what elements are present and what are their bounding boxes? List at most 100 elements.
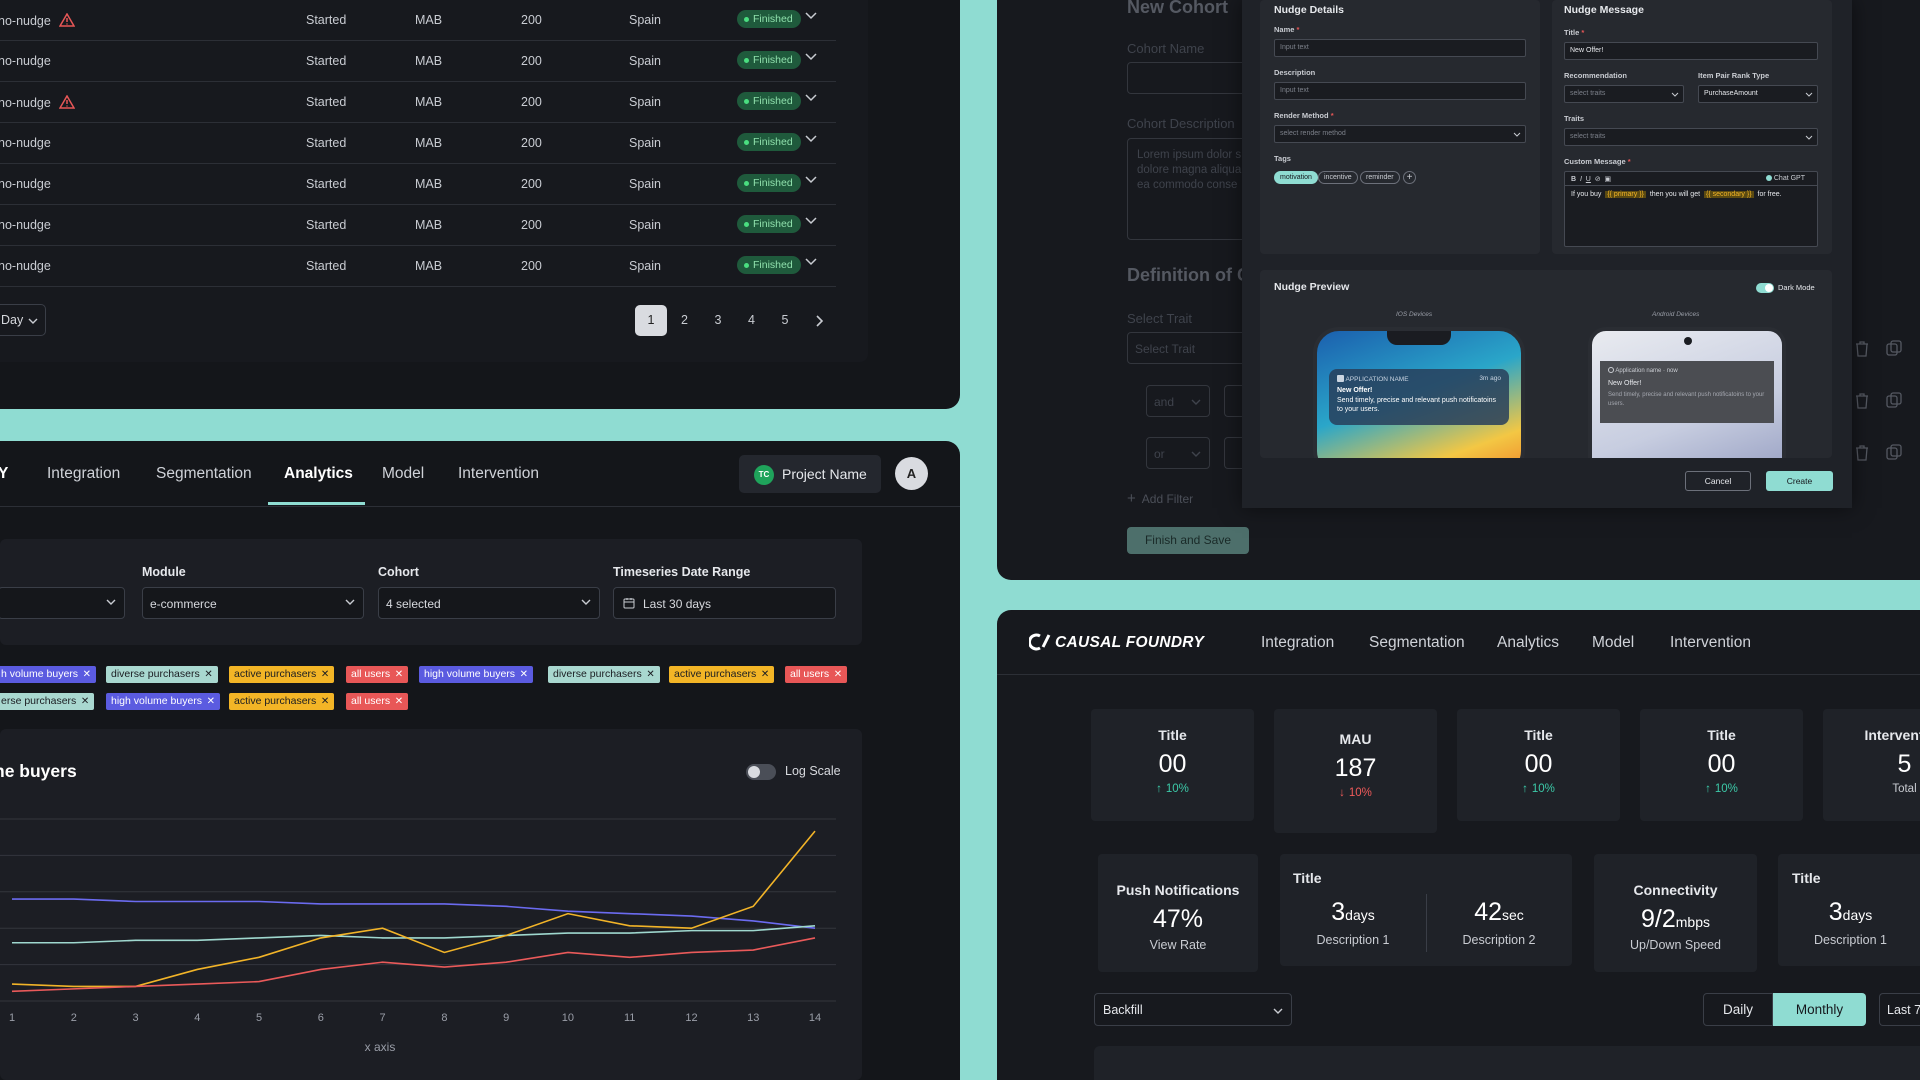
tag-motivation[interactable]: motivation xyxy=(1274,171,1318,184)
nav-intervention[interactable]: Intervention xyxy=(1670,634,1751,651)
project-selector[interactable]: TC Project Name xyxy=(739,455,881,493)
chevron-down-icon[interactable] xyxy=(805,53,817,61)
rank-type-select[interactable]: PurchaseAmount xyxy=(1698,85,1818,103)
cancel-button[interactable]: Cancel xyxy=(1685,471,1751,491)
image-icon[interactable]: ▣ xyxy=(1604,176,1612,183)
backfill-select[interactable]: Backfill xyxy=(1094,993,1292,1026)
render-method-select[interactable]: select render method xyxy=(1274,125,1526,143)
copy-icon[interactable] xyxy=(1886,340,1902,356)
trait-value-input[interactable] xyxy=(1224,385,1247,417)
connectivity-card: Connectivity 9/2mbps Up/Down Speed xyxy=(1594,854,1757,972)
cohort-tag[interactable]: h volume buyers xyxy=(0,666,97,683)
last-body: 3days Description 1 xyxy=(1778,898,1920,947)
add-tag-icon[interactable]: + xyxy=(1403,171,1416,184)
module-select[interactable]: e-commerce xyxy=(142,587,364,619)
period-select[interactable]: Day xyxy=(0,304,46,336)
cohort-tag[interactable]: all users xyxy=(785,666,848,683)
chevron-down-icon[interactable] xyxy=(805,217,817,225)
name-text: no-nudge xyxy=(0,136,51,150)
row-status: Started xyxy=(306,95,347,109)
conn-value: 9/2 xyxy=(1641,905,1676,933)
link-icon[interactable]: ⊘ xyxy=(1594,176,1601,183)
select-trait-input[interactable]: Select Trait xyxy=(1127,332,1247,364)
table-row[interactable]: no-nudge Started MAB 200 Spain Finished xyxy=(0,41,836,82)
cohort-tag[interactable]: all users xyxy=(346,693,409,710)
chevron-down-icon[interactable] xyxy=(805,176,817,184)
nav-intervention[interactable]: Intervention xyxy=(458,465,539,482)
chevron-down-icon[interactable] xyxy=(805,94,817,102)
cohort-tag[interactable]: high volume buyers xyxy=(419,666,534,683)
trash-icon[interactable] xyxy=(1855,393,1869,409)
nav-integration[interactable]: Integration xyxy=(47,465,121,482)
tag-incentive[interactable]: incentive xyxy=(1318,171,1358,184)
custom-message-editor[interactable]: B I U ⊘ ▣ Chat GPT If you buy {{ primary… xyxy=(1564,171,1818,247)
cohort-select[interactable]: 4 selected xyxy=(378,587,600,619)
partial-select[interactable] xyxy=(0,587,125,619)
or-select[interactable]: or xyxy=(1146,437,1210,469)
chevron-down-icon[interactable] xyxy=(805,12,817,20)
push-title: Push Notifications xyxy=(1116,882,1240,898)
cohort-tag[interactable]: active purchasers xyxy=(229,693,335,710)
daily-toggle[interactable]: Daily xyxy=(1703,993,1773,1026)
table-row[interactable]: no-nudge Started MAB 200 Spain Finished xyxy=(0,164,836,205)
create-button[interactable]: Create xyxy=(1766,471,1833,491)
nudge-description-input[interactable]: Input text xyxy=(1274,82,1526,100)
cohort-tag[interactable]: erse purchasers xyxy=(0,693,95,710)
cohort-tag[interactable]: diverse purchasers xyxy=(548,666,660,683)
nav-integration[interactable]: Integration xyxy=(1261,634,1335,651)
nav-analytics[interactable]: Analytics xyxy=(284,465,353,482)
page-button-4[interactable]: 4 xyxy=(748,313,755,327)
nav-analytics[interactable]: Analytics xyxy=(1497,634,1560,651)
table-row[interactable]: no-nudge Started MAB 200 Spain Finished xyxy=(0,205,836,246)
cohort-tag[interactable]: diverse purchasers xyxy=(106,666,218,683)
log-scale-toggle[interactable] xyxy=(746,764,776,780)
chevron-down-icon[interactable] xyxy=(805,135,817,143)
stat-value: 00 xyxy=(1524,750,1553,778)
cohort-tag[interactable]: active purchasers xyxy=(669,666,775,683)
nudge-name-input[interactable]: Input text xyxy=(1274,39,1526,57)
cohort-name-input[interactable] xyxy=(1127,62,1247,94)
trait-value-input[interactable] xyxy=(1224,437,1247,469)
chevron-down-icon[interactable] xyxy=(805,258,817,266)
and-select[interactable]: and xyxy=(1146,385,1210,417)
cohort-tag[interactable]: all users xyxy=(346,666,409,683)
page-button-2[interactable]: 2 xyxy=(681,313,688,327)
nav-model[interactable]: Model xyxy=(382,465,425,482)
date-range-input[interactable]: Last 30 days xyxy=(613,587,836,619)
underline-icon[interactable]: U xyxy=(1585,176,1591,183)
page-button-5[interactable]: 5 xyxy=(781,313,789,327)
trash-icon[interactable] xyxy=(1855,445,1869,461)
chevron-right-icon[interactable] xyxy=(814,315,824,327)
cohort-tag[interactable]: active purchasers xyxy=(229,666,335,683)
page-button-3[interactable]: 3 xyxy=(714,313,722,327)
nudge-title-input[interactable]: New Offer! xyxy=(1564,42,1818,60)
copy-icon[interactable] xyxy=(1886,444,1902,460)
table-row[interactable]: no-nudge Started MAB 200 Spain Finished xyxy=(0,0,836,41)
cohort-value: 4 selected xyxy=(386,597,441,611)
copy-icon[interactable] xyxy=(1886,392,1902,408)
bold-icon[interactable]: B xyxy=(1571,176,1577,183)
cohort-desc-input[interactable]: Lorem ipsum dolor s dolore magna aliqua … xyxy=(1127,138,1247,240)
range-select[interactable]: Last 7 xyxy=(1879,993,1920,1026)
traits-select[interactable]: select traits xyxy=(1564,128,1818,146)
table-row[interactable]: no-nudge Started MAB 200 Spain Finished xyxy=(0,82,836,123)
table-row[interactable]: no-nudge Started MAB 200 Spain Finished xyxy=(0,123,836,164)
dark-mode-toggle[interactable] xyxy=(1756,283,1774,293)
recommendation-select[interactable]: select traits xyxy=(1564,85,1684,103)
nav-model[interactable]: Model xyxy=(1592,634,1635,651)
finish-save-button[interactable]: Finish and Save xyxy=(1127,527,1249,554)
trash-icon[interactable] xyxy=(1855,341,1869,357)
monthly-toggle[interactable]: Monthly xyxy=(1773,993,1866,1026)
nav-segmentation[interactable]: Segmentation xyxy=(1369,634,1465,651)
italic-icon[interactable]: I xyxy=(1579,176,1582,183)
add-filter-button[interactable]: + Add Filter xyxy=(1127,490,1193,507)
chatgpt-toggle[interactable]: Chat GPT xyxy=(1765,175,1805,182)
analytics-panel: Y Integration Segmentation Analytics Mod… xyxy=(0,441,960,1080)
x-tick-label: 3 xyxy=(132,1012,138,1024)
avatar[interactable]: A xyxy=(895,457,928,490)
cohort-tag[interactable]: high volume buyers xyxy=(106,693,221,710)
tag-reminder[interactable]: reminder xyxy=(1360,171,1400,184)
page-button-1[interactable]: 1 xyxy=(635,305,667,336)
nav-segmentation[interactable]: Segmentation xyxy=(156,465,252,482)
table-row[interactable]: no-nudge Started MAB 200 Spain Finished xyxy=(0,246,836,287)
